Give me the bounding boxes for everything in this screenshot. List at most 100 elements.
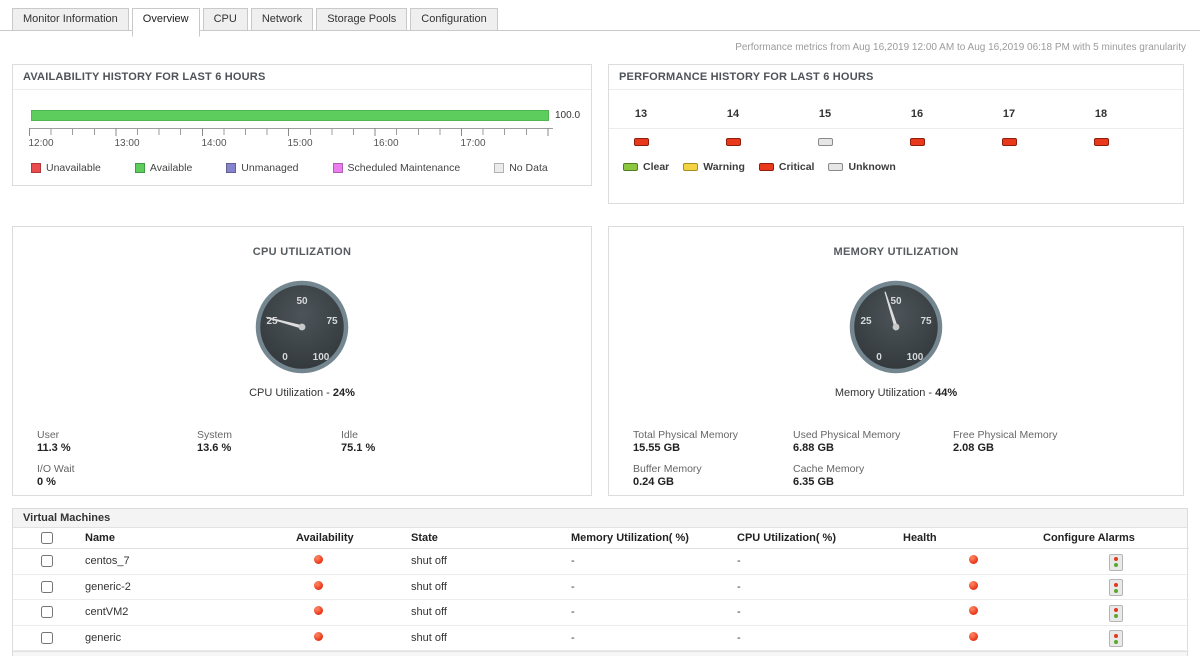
gauge-tick-100: 100 xyxy=(313,352,330,363)
vm-header-row: Name Availability State Memory Utilizati… xyxy=(13,528,1189,550)
memory-gauge: 0 25 50 75 100 xyxy=(846,277,946,382)
action-bar: Action --Select Action-- xyxy=(13,651,1187,656)
status-marker-critical xyxy=(725,138,741,146)
row-checkbox[interactable] xyxy=(41,555,53,568)
vm-memory: - xyxy=(571,574,737,601)
cpu-gauge-caption: CPU Utilization - 24% xyxy=(249,387,355,399)
cpu-gauge: 0 25 50 75 100 xyxy=(252,277,352,382)
stat-total-physical-memory: Total Physical Memory 15.55 GB xyxy=(633,429,739,454)
hour-label: 17 xyxy=(1002,108,1016,120)
gauge-tick-0: 0 xyxy=(282,352,288,363)
vm-name: generic-2 xyxy=(85,574,296,601)
unavailable-swatch-icon xyxy=(31,163,41,173)
memory-stats: Total Physical Memory 15.55 GB Used Phys… xyxy=(633,429,1057,488)
memory-panel-title: MEMORY UTILIZATION xyxy=(833,246,959,258)
row-checkbox[interactable] xyxy=(41,631,53,644)
time-tick: 15:00 xyxy=(287,138,313,149)
col-memory-utilization: Memory Utilization( %) xyxy=(571,528,737,550)
performance-markers-row xyxy=(595,138,1169,146)
memory-gauge-caption: Memory Utilization - 44% xyxy=(834,387,958,399)
legend-item-clear: Clear xyxy=(623,161,669,173)
availability-panel-title: AVAILABILITY HISTORY FOR LAST 6 HOURS xyxy=(13,65,591,90)
availability-bar-value: 100.0 xyxy=(555,110,581,121)
col-state: State xyxy=(411,528,571,550)
stat-buffer-memory: Buffer Memory 0.24 GB xyxy=(633,463,702,488)
availability-down-icon xyxy=(314,631,323,641)
metrics-period-note: Performance metrics from Aug 16,2019 12:… xyxy=(735,42,1186,53)
stat-free-physical-memory: Free Physical Memory 2.08 GB xyxy=(953,429,1058,454)
legend-item-scheduled-maintenance: Scheduled Maintenance xyxy=(332,162,460,174)
row-checkbox[interactable] xyxy=(41,580,53,593)
performance-divider xyxy=(609,128,1183,129)
gauge-tick-25: 25 xyxy=(266,316,278,327)
gauge-tick-100: 100 xyxy=(907,352,924,363)
hour-label: 15 xyxy=(818,108,832,120)
time-tick: 12:00 xyxy=(28,138,54,149)
performance-panel-title: PERFORMANCE HISTORY FOR LAST 6 HOURS xyxy=(609,65,1183,90)
memory-value: 44% xyxy=(935,387,958,399)
gauge-tick-75: 75 xyxy=(920,316,932,327)
availability-down-icon xyxy=(314,606,323,616)
scheduled-maintenance-swatch-icon xyxy=(332,163,343,173)
stat-cache-memory: Cache Memory 6.35 GB xyxy=(793,463,865,488)
vm-memory: - xyxy=(571,599,737,626)
tab-overview[interactable]: Overview xyxy=(131,8,200,37)
memory-gauge-needle xyxy=(884,291,899,331)
cpu-utilization-panel: CPU UTILIZATION 0 25 50 75 100 xyxy=(12,226,592,496)
status-marker-critical xyxy=(1001,138,1017,146)
tab-configuration[interactable]: Configuration xyxy=(410,8,498,31)
memory-utilization-panel: MEMORY UTILIZATION 0 25 50 75 100 xyxy=(608,226,1184,496)
tabbar-divider xyxy=(0,30,1200,31)
time-tick: 14:00 xyxy=(201,138,227,149)
vm-row-centos_7: centos_7 shut off - - xyxy=(13,548,1189,575)
availability-time-labels: 12:00 13:00 14:00 15:00 16:00 17:00 xyxy=(28,138,553,150)
vm-row-generic-2: generic-2 shut off - - xyxy=(13,574,1189,601)
select-all-checkbox[interactable] xyxy=(41,532,53,545)
no-data-swatch-icon xyxy=(494,163,505,173)
configure-alarms-icon[interactable] xyxy=(1109,604,1123,622)
tab-monitor-information[interactable]: Monitor Information xyxy=(12,8,129,31)
availability-time-axis-major-ticks xyxy=(29,128,553,136)
legend-item-warning: Warning xyxy=(683,161,745,173)
tab-cpu[interactable]: CPU xyxy=(202,8,248,31)
virtual-machines-panel: Virtual Machines Name Availability State… xyxy=(12,508,1189,656)
legend-item-critical: Critical xyxy=(758,161,814,173)
vm-state: shut off xyxy=(411,574,571,601)
vm-memory: - xyxy=(571,625,737,652)
vm-cpu: - xyxy=(737,599,903,626)
health-critical-icon xyxy=(968,580,978,590)
status-marker-unknown xyxy=(817,138,833,146)
legend-item-available: Available xyxy=(134,162,192,174)
unmanaged-swatch-icon xyxy=(226,163,237,173)
tab-storage-pools[interactable]: Storage Pools xyxy=(316,8,408,31)
tab-network[interactable]: Network xyxy=(250,8,314,31)
vm-cpu: - xyxy=(737,625,903,652)
row-checkbox[interactable] xyxy=(41,606,53,619)
health-critical-icon xyxy=(968,555,978,565)
gauge-tick-75: 75 xyxy=(326,316,338,327)
available-swatch-icon xyxy=(134,163,145,173)
hour-label: 18 xyxy=(1094,108,1108,120)
stat-user: User 11.3 % xyxy=(37,429,71,454)
col-configure-alarms: Configure Alarms xyxy=(1043,528,1189,550)
stat-system: System 13.6 % xyxy=(197,429,233,454)
cpu-panel-title: CPU UTILIZATION xyxy=(252,246,352,258)
vm-state: shut off xyxy=(411,625,571,652)
time-tick: 17:00 xyxy=(460,138,486,149)
availability-bar xyxy=(31,110,549,121)
vm-cpu: - xyxy=(737,548,903,575)
configure-alarms-icon[interactable] xyxy=(1109,630,1123,648)
performance-hours-row: 13 14 15 16 17 18 xyxy=(595,104,1169,128)
cpu-gauge-needle xyxy=(266,316,306,330)
vm-row-centVM2: centVM2 shut off - - xyxy=(13,599,1189,626)
warning-swatch-icon xyxy=(683,163,699,171)
time-tick: 13:00 xyxy=(114,138,140,149)
configure-alarms-icon[interactable] xyxy=(1109,553,1123,571)
col-health: Health xyxy=(903,528,1043,550)
status-marker-critical xyxy=(909,138,925,146)
col-name: Name xyxy=(85,528,296,550)
configure-alarms-icon[interactable] xyxy=(1109,579,1123,597)
performance-legend: Clear Warning Critical Unknown xyxy=(623,161,910,173)
gauge-tick-0: 0 xyxy=(876,352,882,363)
